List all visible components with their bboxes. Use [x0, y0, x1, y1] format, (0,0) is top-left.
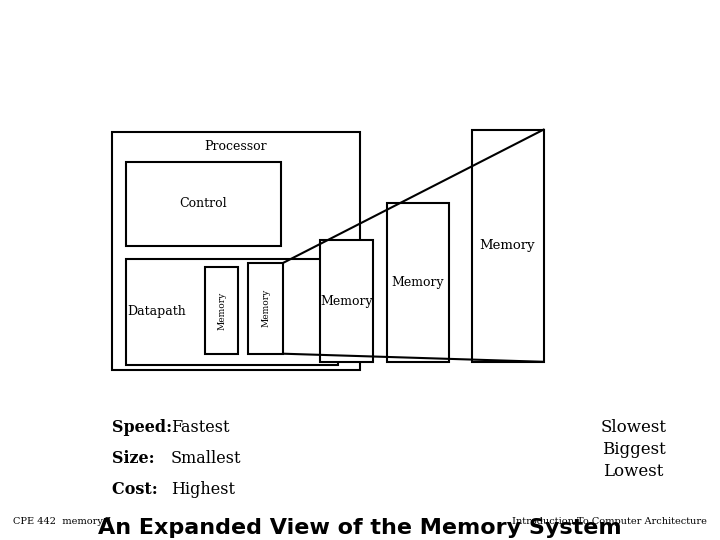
FancyBboxPatch shape — [126, 162, 281, 246]
Text: Smallest: Smallest — [171, 450, 241, 467]
Text: Memory: Memory — [217, 292, 226, 329]
Text: Introduction To Computer Architecture: Introduction To Computer Architecture — [512, 517, 707, 526]
Text: Speed:: Speed: — [112, 418, 172, 435]
FancyBboxPatch shape — [320, 240, 373, 362]
FancyBboxPatch shape — [205, 267, 238, 354]
Text: Memory: Memory — [392, 275, 444, 289]
Text: Memory: Memory — [261, 289, 270, 327]
Text: CPE 442  memory.7: CPE 442 memory.7 — [13, 517, 111, 526]
Text: Size:: Size: — [112, 450, 171, 467]
FancyBboxPatch shape — [126, 259, 338, 364]
Text: Cost:: Cost: — [112, 481, 168, 498]
Text: Fastest: Fastest — [171, 418, 229, 435]
Text: Datapath: Datapath — [127, 305, 186, 319]
Text: An Expanded View of the Memory System: An Expanded View of the Memory System — [98, 518, 622, 538]
Text: Slowest
Biggest
Lowest: Slowest Biggest Lowest — [600, 418, 667, 480]
FancyBboxPatch shape — [472, 130, 544, 362]
Text: Memory: Memory — [480, 239, 536, 252]
FancyBboxPatch shape — [387, 202, 449, 362]
Text: Processor: Processor — [204, 140, 267, 153]
Text: Control: Control — [179, 197, 228, 211]
FancyBboxPatch shape — [112, 132, 360, 370]
Text: Memory: Memory — [320, 294, 373, 308]
Text: Highest: Highest — [171, 481, 235, 498]
FancyBboxPatch shape — [248, 263, 283, 354]
